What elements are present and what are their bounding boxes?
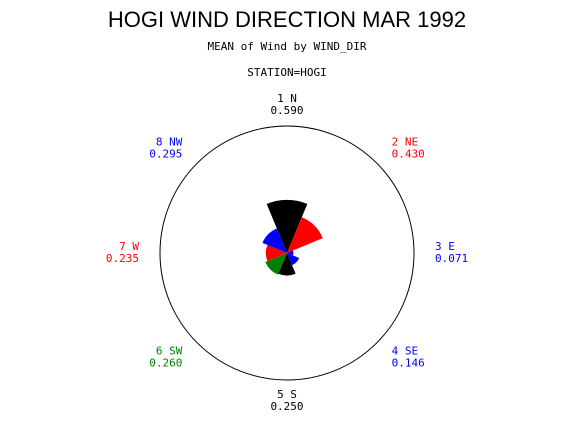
category-label: 7 W: [119, 240, 139, 253]
wedge: [262, 228, 287, 253]
wedge: [287, 217, 323, 253]
chart-title: HOGI WIND DIRECTION MAR 1992: [108, 7, 466, 32]
value-label: 0.295: [149, 147, 182, 160]
category-label: 8 NW: [156, 135, 183, 148]
category-label: 1 N: [277, 92, 297, 105]
wedge: [266, 199, 308, 253]
group-label: STATION=HOGI: [247, 66, 326, 79]
category-label: 2 NE: [392, 135, 419, 148]
category-label: 4 SE: [392, 345, 419, 358]
category-label: 5 S: [277, 388, 297, 401]
wedge: [265, 253, 287, 275]
value-label: 0.071: [435, 252, 468, 265]
wedge: [287, 253, 300, 266]
wedge: [265, 244, 287, 262]
chart-subtitle: MEAN of Wind by WIND_DIR: [208, 40, 367, 53]
value-label: 0.430: [392, 147, 425, 160]
wedge: [287, 250, 294, 256]
wedge: [278, 253, 296, 276]
value-label: 0.590: [270, 104, 303, 117]
value-label: 0.146: [392, 357, 425, 370]
outer-circle: [159, 125, 415, 381]
value-label: 0.260: [149, 357, 182, 370]
value-label: 0.235: [106, 252, 139, 265]
category-label: 3 E: [435, 240, 455, 253]
category-label: 6 SW: [156, 345, 183, 358]
value-label: 0.250: [270, 400, 303, 413]
